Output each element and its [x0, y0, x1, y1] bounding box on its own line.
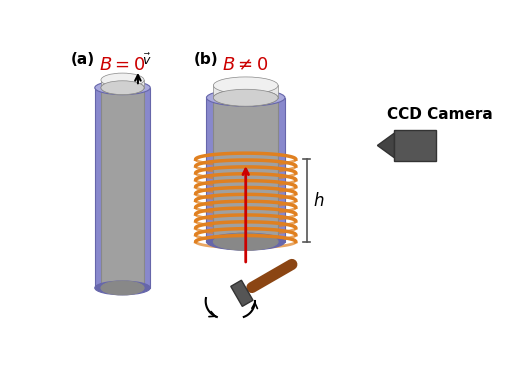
- Text: $\vec{v}$: $\vec{v}$: [142, 53, 151, 68]
- Ellipse shape: [101, 281, 144, 295]
- Ellipse shape: [213, 89, 278, 106]
- Text: (a): (a): [71, 51, 95, 67]
- Polygon shape: [206, 98, 285, 242]
- Ellipse shape: [213, 77, 278, 94]
- Text: CCD Camera: CCD Camera: [387, 107, 492, 122]
- Ellipse shape: [206, 89, 285, 106]
- Text: $B \neq 0$: $B \neq 0$: [223, 56, 269, 74]
- Ellipse shape: [101, 81, 144, 94]
- Ellipse shape: [101, 73, 144, 87]
- Text: $h$: $h$: [313, 192, 325, 209]
- Polygon shape: [101, 80, 144, 88]
- Ellipse shape: [95, 281, 150, 295]
- Ellipse shape: [95, 81, 150, 94]
- Ellipse shape: [101, 81, 144, 94]
- Polygon shape: [377, 133, 394, 158]
- Text: (b): (b): [194, 51, 219, 67]
- Ellipse shape: [213, 233, 278, 250]
- Text: $B = 0$: $B = 0$: [99, 56, 146, 74]
- Polygon shape: [213, 85, 278, 98]
- Ellipse shape: [206, 233, 285, 250]
- Polygon shape: [213, 98, 278, 242]
- Ellipse shape: [213, 89, 278, 106]
- Polygon shape: [95, 88, 150, 288]
- Polygon shape: [101, 88, 144, 288]
- Polygon shape: [394, 130, 436, 161]
- Polygon shape: [231, 280, 253, 307]
